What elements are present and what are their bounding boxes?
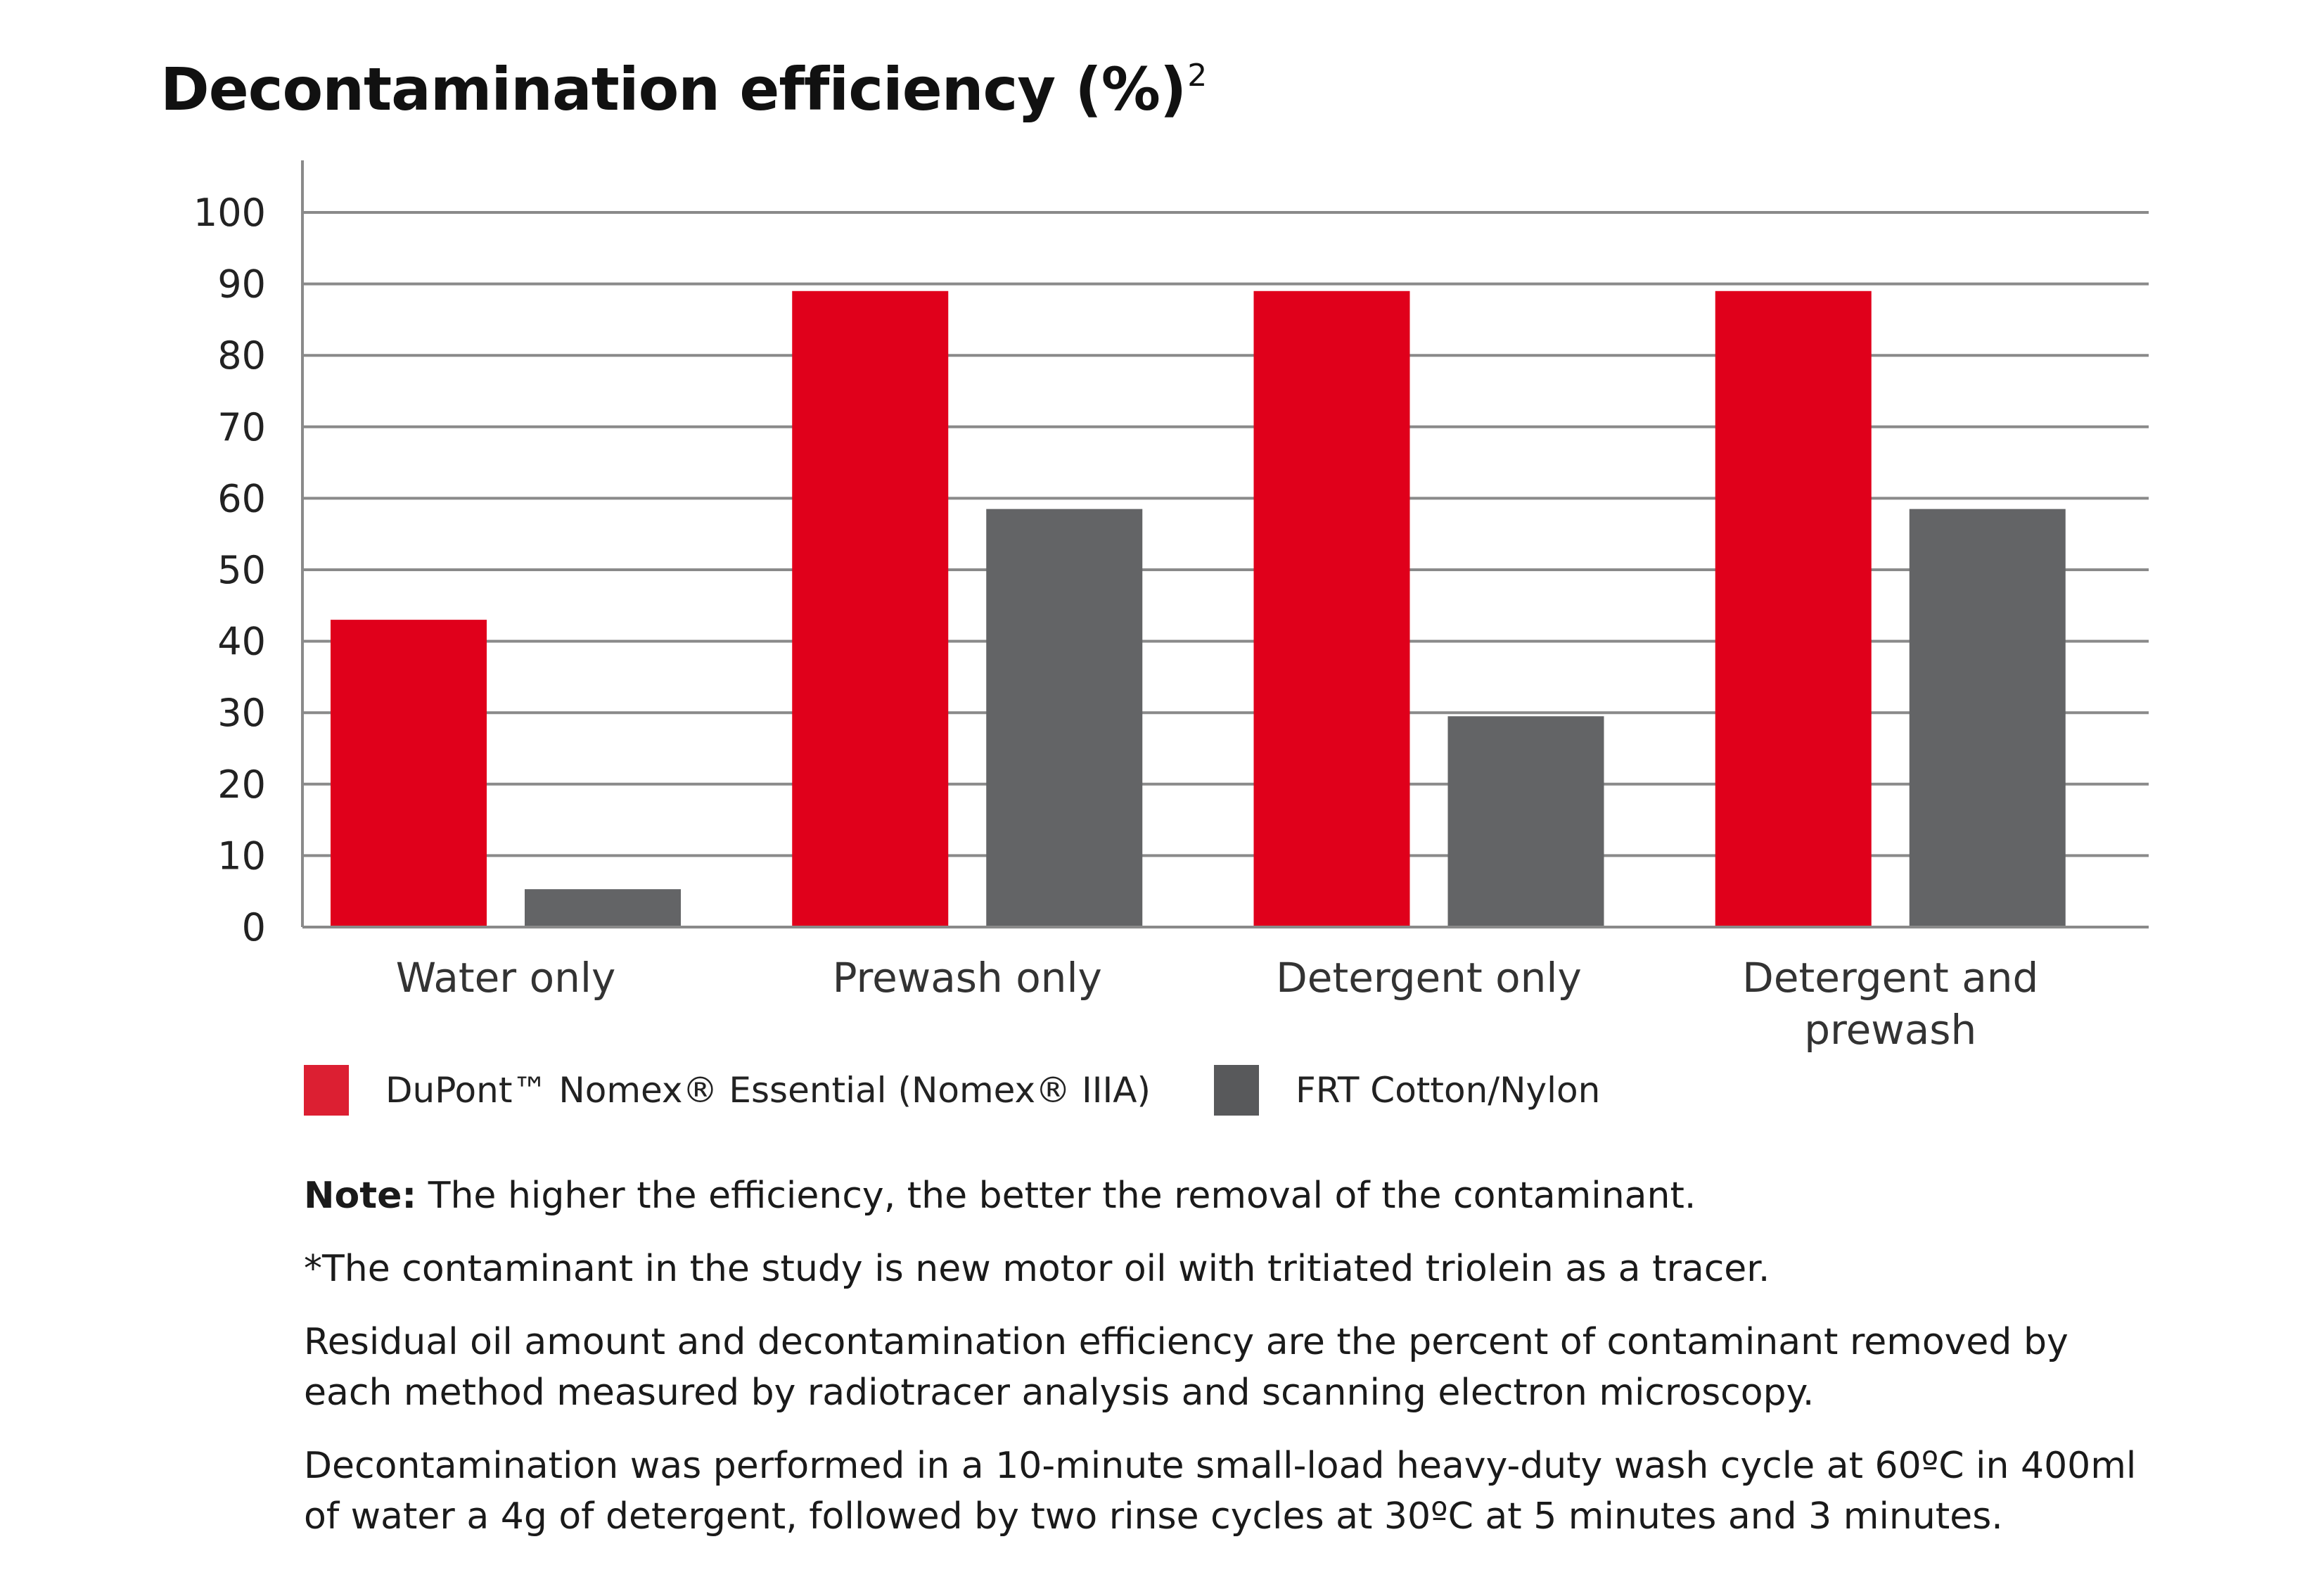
y-tick-label-40: 40 [217,620,266,664]
x-category-label-detergent-and-prewash: Detergent and prewash [1742,954,2038,1054]
legend: DuPont™ Nomex® Essential (Nomex® IIIA) F… [304,1065,1663,1116]
x-category-line: Water only [396,954,616,1002]
chart-title: Decontamination efficiency (%)2 [160,55,1207,124]
note-procedure-line1: Decontamination was performed in a 10-mi… [304,1445,2137,1487]
bar-detergent-and-prewash-frt [1909,509,2066,927]
x-category-line: prewash [1804,1006,1976,1054]
y-tick-label-80: 80 [217,333,266,378]
note-measurement-line2: each method measured by radiotracer anal… [304,1372,1815,1414]
note-procedure: Decontamination was performed in a 10-mi… [304,1441,2203,1542]
x-category-label-detergent-only: Detergent only [1276,954,1582,1002]
x-category-line: Detergent and [1742,954,2038,1002]
legend-label-nomex: DuPont™ Nomex® Essential (Nomex® IIIA) [385,1070,1151,1111]
bar-prewash-only-nomex [792,291,949,927]
y-tick-label-100: 100 [193,191,266,235]
y-tick-label-20: 20 [217,762,266,807]
bar-prewash-only-frt [986,509,1143,927]
y-tick-label-50: 50 [217,548,266,592]
legend-swatch-nomex [304,1065,349,1116]
legend-item-nomex: DuPont™ Nomex® Essential (Nomex® IIIA) [304,1065,1151,1116]
title-footnote-marker: 2 [1187,58,1207,94]
note-procedure-line2: of water a 4g of detergent, followed by … [304,1495,2003,1538]
x-category-label-prewash-only: Prewash only [833,954,1102,1002]
y-tick-label-10: 10 [217,834,266,878]
bars [331,291,2066,927]
y-tick-label-60: 60 [217,476,266,521]
y-tick-label-30: 30 [217,691,266,735]
chart-title-text: Decontamination efficiency (%) [160,55,1187,124]
y-tick-label-90: 90 [217,262,266,307]
note-contaminant: *The contaminant in the study is new mot… [304,1248,1770,1290]
legend-label-frt: FRT Cotton/Nylon [1296,1070,1601,1111]
y-tick-label-0: 0 [242,905,266,950]
bar-detergent-and-prewash-nomex [1715,291,1872,927]
notes: Note: The higher the efficiency, the bet… [304,1170,2203,1564]
legend-item-frt: FRT Cotton/Nylon [1214,1065,1600,1116]
note-label: Note: [304,1175,417,1217]
bar-detergent-only-frt [1447,716,1604,927]
y-axis-ticks: 0 10 20 30 40 50 60 70 80 90 100 [193,191,266,950]
y-tick-label-70: 70 [217,405,266,449]
x-category-line: Prewash only [833,954,1102,1002]
legend-swatch-frt [1214,1065,1259,1116]
note-text: The higher the efficiency, the better th… [416,1175,1696,1217]
bar-water-only-frt [525,889,681,927]
x-axis-categories: Water only Prewash only Detergent only Dete… [396,954,2039,1054]
bar-water-only-nomex [331,620,487,927]
note-measurement: Residual oil amount and decontamination … [304,1317,2203,1418]
gridlines [302,211,2149,857]
bar-detergent-only-nomex [1253,291,1410,927]
x-category-line: Detergent only [1276,954,1582,1002]
note-measurement-line1: Residual oil amount and decontamination … [304,1321,2069,1363]
note-efficiency: Note: The higher the efficiency, the bet… [304,1170,2203,1221]
x-category-label-water-only: Water only [396,954,616,1002]
bar-chart: 0 10 20 30 40 50 60 70 80 90 100 Water only Prewash… [193,160,2149,1054]
